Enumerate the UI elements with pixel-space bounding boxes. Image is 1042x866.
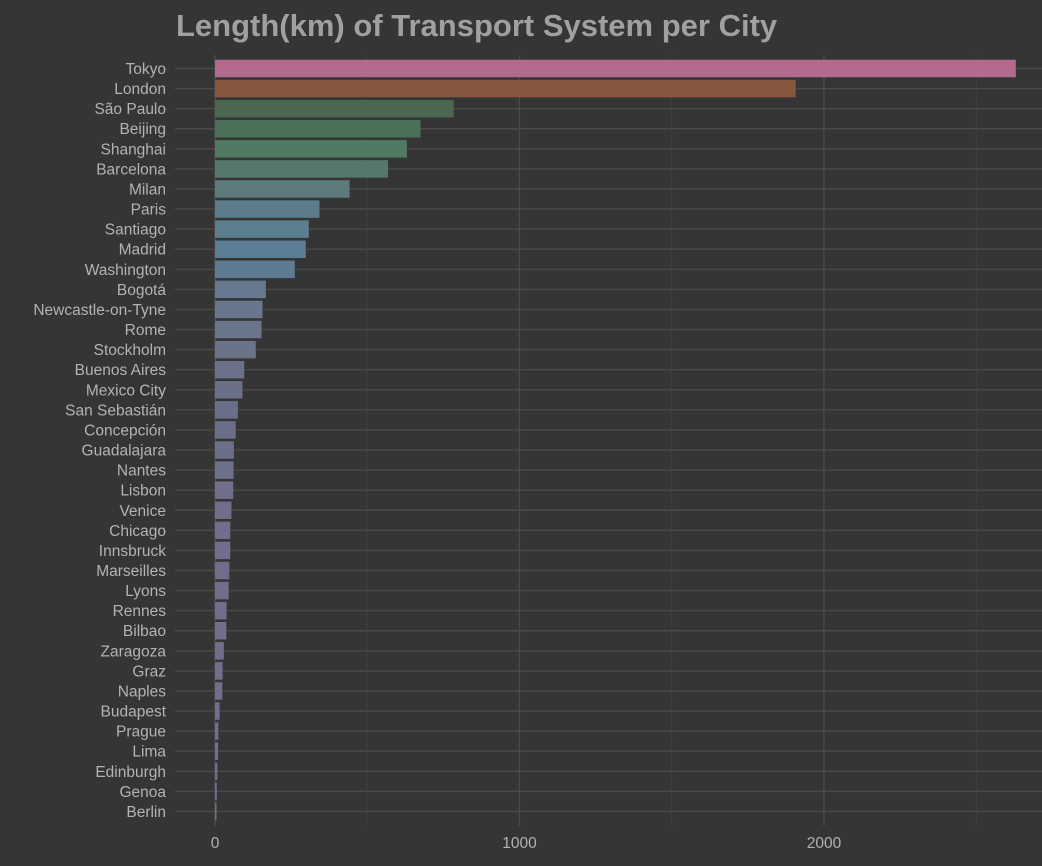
bar	[215, 742, 219, 760]
category-label: Innsbruck	[99, 543, 166, 560]
category-label: Shanghai	[100, 141, 166, 158]
bar	[215, 581, 229, 600]
bar	[215, 541, 231, 560]
category-label: San Sebastián	[65, 402, 166, 419]
bar	[215, 782, 217, 801]
category-label: Mexico City	[86, 382, 166, 399]
bars-layer	[215, 59, 1016, 821]
bar	[215, 802, 217, 821]
bar	[215, 501, 232, 520]
category-label: Washington	[85, 262, 166, 279]
bar	[215, 260, 295, 279]
category-label: London	[114, 81, 166, 98]
bar	[215, 521, 231, 540]
category-label: Milan	[129, 181, 166, 198]
category-label: Naples	[118, 683, 166, 700]
category-label: Rome	[125, 322, 166, 339]
bar	[215, 200, 320, 218]
category-label: Lisbon	[120, 483, 166, 500]
bar	[215, 401, 238, 419]
category-label: Madrid	[119, 242, 166, 259]
category-label: Lima	[132, 744, 166, 761]
bar	[215, 682, 223, 700]
x-axis-ticks: 0 1000 2000	[211, 835, 842, 852]
bar	[215, 662, 223, 680]
category-label: São Paulo	[94, 101, 166, 118]
bar	[215, 340, 256, 359]
x-tick-label: 0	[211, 835, 220, 852]
category-label: Paris	[131, 202, 167, 219]
bar	[215, 140, 407, 158]
category-label: Budapest	[101, 704, 167, 721]
category-label: Barcelona	[96, 161, 166, 178]
bar	[215, 280, 266, 299]
bar	[215, 481, 234, 499]
bar	[215, 722, 219, 740]
category-label: Genoa	[119, 784, 166, 801]
category-label: Chicago	[109, 523, 166, 540]
bar	[215, 220, 309, 238]
category-label: Lyons	[125, 583, 166, 600]
category-label: Berlin	[126, 804, 166, 821]
category-label: Bilbao	[123, 623, 166, 640]
category-label: Guadalajara	[82, 443, 167, 460]
category-label: Bogotá	[117, 282, 167, 299]
category-label: Newcastle-on-Tyne	[33, 302, 166, 319]
category-label: Venice	[119, 503, 166, 520]
category-label: Concepción	[84, 422, 166, 439]
bar	[215, 642, 224, 660]
bar	[215, 360, 245, 379]
bar	[215, 59, 1016, 78]
bar	[215, 180, 350, 198]
x-tick-label: 1000	[502, 835, 537, 852]
bar	[215, 99, 454, 118]
category-label: Nantes	[117, 463, 166, 480]
category-label: Edinburgh	[95, 764, 166, 781]
category-label: Beijing	[119, 121, 166, 138]
bar	[215, 762, 218, 781]
bar	[215, 421, 236, 439]
bar	[215, 240, 306, 258]
category-label: Tokyo	[126, 61, 167, 78]
x-tick-label: 2000	[807, 835, 842, 852]
category-labels: Tokyo London São Paulo Beijing Shanghai Barce…	[33, 61, 166, 821]
bar	[215, 702, 220, 720]
chart-title: Length(km) of Transport System per City	[176, 8, 778, 43]
category-label: Santiago	[105, 222, 166, 239]
bar	[215, 381, 243, 399]
bar	[215, 561, 230, 580]
bar	[215, 119, 421, 138]
category-label: Prague	[116, 724, 166, 741]
bar	[215, 461, 234, 479]
bar	[215, 601, 227, 620]
bar	[215, 79, 796, 98]
category-label: Graz	[132, 663, 166, 680]
category-label: Rennes	[113, 603, 167, 620]
bar	[215, 300, 263, 319]
bar	[215, 320, 262, 339]
bar	[215, 621, 227, 640]
category-label: Zaragoza	[101, 643, 167, 660]
category-label: Stockholm	[94, 342, 166, 359]
bar	[215, 441, 234, 459]
category-label: Marseilles	[96, 563, 166, 580]
category-label: Buenos Aires	[75, 362, 167, 379]
bar	[215, 160, 388, 178]
